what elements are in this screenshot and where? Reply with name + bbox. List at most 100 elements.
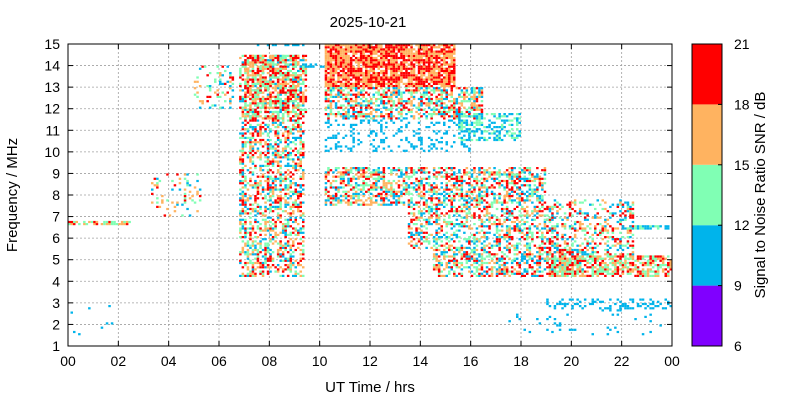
data-cell	[382, 50, 386, 53]
data-cell	[380, 50, 383, 53]
data-cell	[251, 141, 255, 144]
data-cell	[294, 97, 297, 101]
data-cell	[480, 242, 484, 245]
data-cell	[284, 268, 287, 271]
data-cell	[483, 179, 486, 183]
data-cell	[297, 80, 300, 83]
data-cell	[405, 76, 408, 79]
data-cell	[347, 97, 350, 101]
data-cell	[460, 179, 464, 183]
data-cell	[485, 236, 489, 239]
data-cell	[463, 179, 466, 183]
data-cell	[470, 203, 474, 206]
data-cell	[443, 67, 446, 70]
data-cell	[269, 56, 272, 60]
data-cell	[498, 195, 501, 198]
data-cell	[302, 171, 305, 174]
data-cell	[458, 121, 461, 124]
data-cell	[271, 205, 275, 208]
data-cell	[372, 59, 375, 62]
data-cell	[470, 190, 474, 193]
data-cell	[468, 110, 471, 114]
data-cell	[279, 89, 282, 92]
data-cell	[269, 197, 272, 200]
data-cell	[327, 87, 330, 90]
data-cell	[352, 192, 355, 195]
data-cell	[322, 65, 325, 68]
data-cell	[349, 48, 353, 51]
data-cell	[445, 236, 448, 239]
data-cell	[448, 223, 451, 226]
data-cell	[251, 93, 255, 96]
data-cell	[359, 115, 363, 118]
data-cell	[276, 156, 280, 159]
data-cell	[478, 216, 481, 219]
data-cell	[400, 169, 403, 172]
data-cell	[251, 76, 255, 79]
data-cell	[329, 78, 333, 81]
data-cell	[448, 110, 451, 114]
data-cell	[286, 132, 290, 135]
data-cell	[402, 104, 406, 107]
data-cell	[395, 54, 398, 57]
data-cell	[367, 188, 370, 191]
data-cell	[412, 207, 416, 211]
data-cell	[286, 74, 290, 77]
data-cell	[249, 147, 252, 150]
data-cell	[286, 119, 290, 122]
data-cell	[292, 59, 295, 62]
data-cell	[402, 48, 406, 51]
data-cell	[453, 50, 456, 53]
data-cell	[505, 130, 509, 133]
data-cell	[256, 192, 260, 195]
data-cell	[488, 136, 491, 139]
data-cell	[281, 54, 285, 57]
data-cell	[435, 240, 438, 243]
data-cell	[269, 97, 272, 101]
data-cell	[254, 72, 257, 75]
data-cell	[324, 93, 328, 96]
data-cell	[370, 184, 373, 187]
data-cell	[417, 231, 421, 234]
data-cell	[266, 123, 270, 126]
data-cell	[259, 76, 262, 79]
data-cell	[271, 182, 275, 185]
data-cell	[400, 76, 403, 79]
data-cell	[327, 46, 330, 49]
data-cell	[445, 110, 448, 114]
data-cell	[370, 113, 373, 116]
data-cell	[526, 197, 529, 200]
data-cell	[299, 264, 302, 267]
data-cell	[188, 214, 192, 217]
data-cell	[377, 61, 380, 64]
data-cell	[251, 100, 255, 103]
data-cell	[382, 190, 386, 193]
data-cell	[445, 97, 448, 101]
data-cell	[241, 134, 245, 137]
data-cell	[372, 145, 375, 148]
data-cell	[294, 218, 297, 221]
data-cell	[365, 177, 368, 180]
data-cell	[297, 223, 300, 226]
data-cell	[372, 48, 375, 51]
data-cell	[443, 72, 446, 75]
data-cell	[337, 52, 340, 55]
data-cell	[427, 242, 431, 245]
data-cell	[294, 95, 297, 98]
data-cell	[370, 63, 373, 66]
data-cell	[302, 192, 305, 195]
data-cell	[334, 104, 338, 107]
data-cell	[392, 179, 396, 183]
data-cell	[254, 110, 257, 114]
data-cell	[448, 167, 451, 170]
data-cell	[332, 69, 335, 73]
data-cell	[470, 240, 474, 243]
data-cell	[437, 238, 441, 241]
data-cell	[410, 48, 413, 51]
data-cell	[294, 154, 297, 157]
data-cell	[367, 169, 370, 172]
data-cell	[347, 72, 350, 75]
data-cell	[246, 72, 250, 75]
data-cell	[543, 182, 547, 185]
data-cell	[254, 78, 257, 81]
